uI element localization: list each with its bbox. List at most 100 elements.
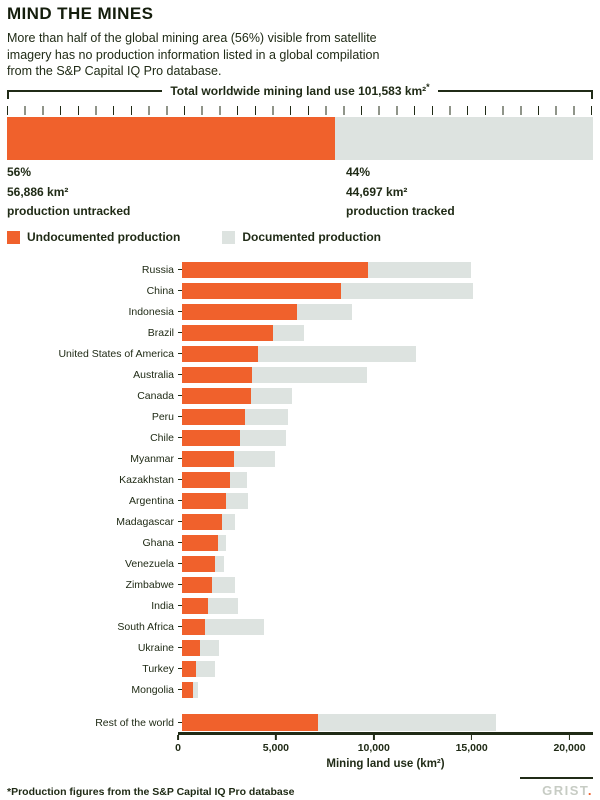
grist-logo-text: GRIST	[542, 783, 588, 798]
summary-right-area: 44,697 km²	[346, 184, 408, 199]
bar-group	[182, 408, 593, 425]
bar-undocumented	[182, 639, 201, 656]
bar-group	[182, 618, 593, 635]
bar-group	[182, 513, 593, 530]
category-label: Brazil	[147, 326, 174, 339]
category-label: Russia	[141, 263, 174, 276]
legend-item-undocumented: Undocumented production	[7, 230, 180, 244]
summary-bar-undocumented	[7, 117, 336, 160]
bar-undocumented	[182, 681, 193, 698]
y-axis-tick	[178, 479, 182, 480]
bar-group	[182, 555, 593, 572]
bar-group	[182, 324, 593, 341]
category-label: United States of America	[58, 347, 174, 360]
y-axis-tick	[178, 584, 182, 585]
bar-documented	[245, 408, 288, 425]
x-axis-tick: 5,000	[263, 735, 289, 754]
bar-documented	[257, 345, 416, 362]
bar-documented	[195, 660, 215, 677]
bar-group	[182, 681, 593, 698]
y-axis-tick	[178, 269, 182, 270]
bar-undocumented	[182, 597, 209, 614]
chart-row: Zimbabwe	[7, 574, 593, 595]
x-axis-tick-label: 20,000	[553, 742, 586, 754]
category-label: Argentina	[129, 494, 174, 507]
category-label: Mongolia	[131, 683, 174, 696]
bracket-endcap-right	[591, 90, 594, 99]
y-axis-tick	[178, 395, 182, 396]
bracket-line-left	[7, 90, 163, 101]
chart-row: Chile	[7, 427, 593, 448]
bar-documented	[217, 534, 226, 551]
y-axis-tick	[178, 668, 182, 669]
chart-row: Madagascar	[7, 511, 593, 532]
summary-bar	[7, 117, 593, 160]
bar-group	[182, 345, 593, 362]
page-title: MIND THE MINES	[7, 4, 154, 23]
bar-undocumented	[182, 660, 196, 677]
x-axis-tick-label: 15,000	[455, 742, 488, 754]
x-axis-tick-label: 10,000	[357, 742, 390, 754]
chart-row: Myanmar	[7, 448, 593, 469]
bar-documented	[221, 513, 236, 530]
category-label: Ukraine	[137, 641, 174, 654]
y-axis-tick	[178, 722, 182, 723]
bar-undocumented	[182, 429, 241, 446]
y-axis-tick	[178, 500, 182, 501]
legend-label-documented: Documented production	[242, 230, 381, 244]
bracket-label: Total worldwide mining land use 101,583 …	[162, 82, 437, 98]
x-axis-tick-label: 5,000	[262, 742, 290, 754]
bar-documented	[234, 450, 276, 467]
bar-group	[182, 597, 593, 614]
category-label: China	[146, 284, 174, 297]
summary-right-pct: 44%	[346, 165, 371, 179]
chart-row: United States of America	[7, 343, 593, 364]
bar-undocumented	[182, 282, 341, 299]
summary-label-undocumented: 56% 56,886 km² production untracked	[7, 163, 130, 222]
summary-left-pct: 56%	[7, 165, 32, 179]
bar-undocumented	[182, 387, 251, 404]
bracket-line-right	[437, 90, 594, 101]
bar-group	[182, 714, 593, 731]
chart-row: Australia	[7, 364, 593, 385]
bar-documented	[297, 303, 352, 320]
legend-item-documented: Documented production	[222, 230, 381, 244]
bar-group	[182, 387, 593, 404]
bar-documented	[368, 261, 471, 278]
y-axis-tick	[178, 290, 182, 291]
bar-documented	[205, 618, 265, 635]
chart-row: South Africa	[7, 616, 593, 637]
chart-row: Russia	[7, 259, 593, 280]
bar-group	[182, 492, 593, 509]
bar-undocumented	[182, 324, 274, 341]
bar-documented	[250, 387, 293, 404]
chart-row: Mongolia	[7, 679, 593, 700]
x-axis-tick: 15,000	[456, 735, 488, 754]
legend-swatch-undocumented	[7, 230, 20, 244]
y-axis-tick	[178, 416, 182, 417]
footnote-text: *Production figures from the S&P Capital…	[7, 786, 295, 798]
category-label: Zimbabwe	[125, 578, 174, 591]
intro-line-1: More than half of the global mining area…	[7, 31, 377, 45]
y-axis-tick	[178, 605, 182, 606]
bar-undocumented	[182, 534, 218, 551]
x-axis-tickmark	[373, 735, 375, 740]
bar-documented	[225, 492, 248, 509]
chart-row: Argentina	[7, 490, 593, 511]
summary-bar-documented	[335, 117, 593, 160]
bar-undocumented	[182, 618, 206, 635]
bar-documented	[208, 597, 239, 614]
x-axis-tickmark	[275, 735, 277, 740]
chart-row: Peru	[7, 406, 593, 427]
chart-row: Ukraine	[7, 637, 593, 658]
chart-row: Indonesia	[7, 301, 593, 322]
intro-line-2: imagery has no production information li…	[7, 47, 380, 62]
chart-row: Ghana	[7, 532, 593, 553]
y-axis-tick	[178, 374, 182, 375]
y-axis-tick	[178, 563, 182, 564]
x-axis-ticks: 0 5,000 10,000 15,000 20,000	[175, 735, 593, 757]
bar-group	[182, 450, 593, 467]
bar-group	[182, 576, 593, 593]
x-axis-title: Mining land use (km²)	[326, 758, 445, 770]
category-label: Chile	[150, 431, 174, 444]
